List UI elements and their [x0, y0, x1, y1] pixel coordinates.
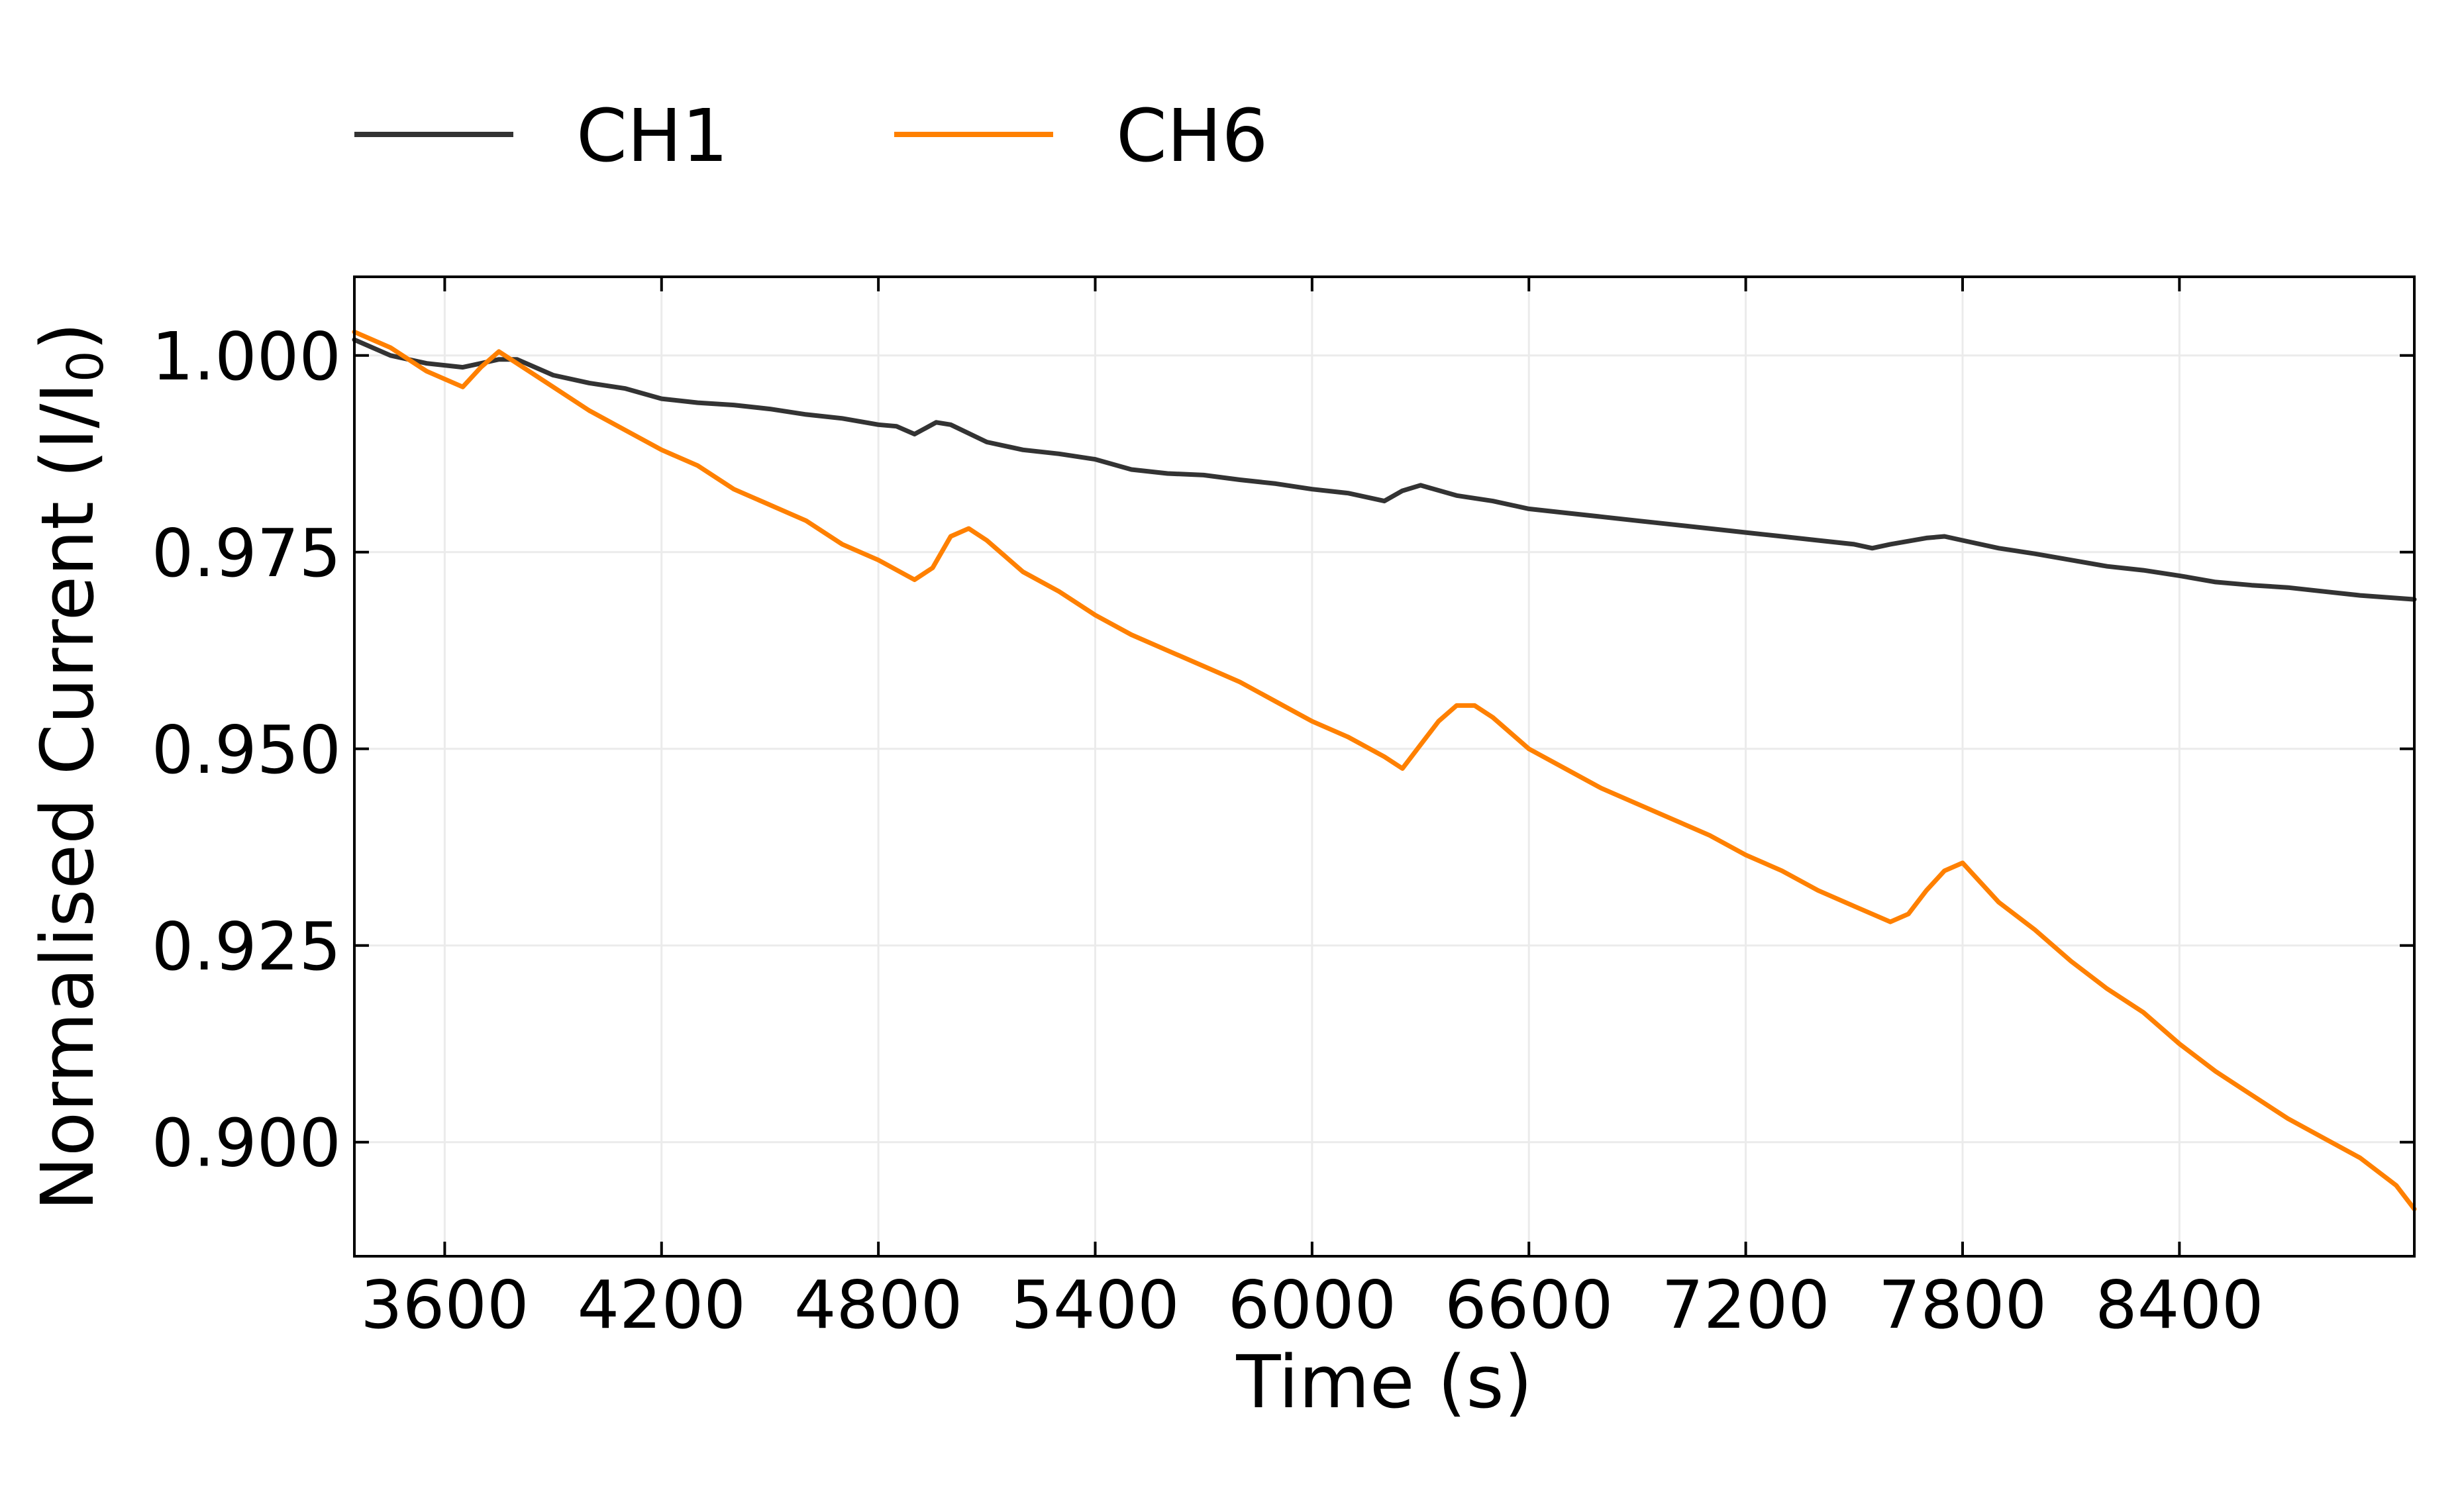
x-tick-label: 6000 — [1228, 1266, 1397, 1344]
x-tick-label: 7200 — [1661, 1266, 1830, 1344]
legend-label-ch1: CH1 — [576, 93, 729, 178]
x-tick-labels: 3600 4200 4800 5400 6000 6600 7200 7800 8400 — [360, 1266, 2263, 1344]
y-axis-title-subscript: 0 — [56, 350, 115, 382]
legend: CH1 CH6 — [354, 93, 1268, 178]
plot-frame — [353, 275, 2416, 1258]
y-tick-label: 0.925 — [152, 908, 341, 985]
x-axis-title: Time (s) — [1235, 1340, 1532, 1424]
series-line-ch6 — [352, 329, 2417, 1212]
x-tick-label: 5400 — [1011, 1266, 1180, 1344]
y-tick-label: 1.000 — [152, 318, 341, 395]
tick-marks — [354, 277, 2414, 1256]
x-tick-label: 7800 — [1878, 1266, 2047, 1344]
x-tick-label: 4200 — [578, 1266, 746, 1344]
y-axis-title-close: ) — [25, 323, 110, 351]
y-axis-title-main: Normalised Current (I/I — [25, 382, 110, 1211]
series-line-ch1 — [352, 337, 2417, 602]
grid — [354, 277, 2414, 1256]
y-tick-label: 0.900 — [152, 1105, 341, 1182]
x-tick-label: 6600 — [1445, 1266, 1614, 1344]
y-tick-label: 0.975 — [152, 515, 341, 592]
series-lines — [352, 329, 2417, 1212]
y-tick-label: 0.950 — [152, 711, 341, 789]
y-tick-labels: 0.900 0.925 0.950 0.975 1.000 — [152, 318, 341, 1182]
legend-label-ch6: CH6 — [1116, 93, 1268, 178]
y-axis-title: Normalised Current (I/I0) — [25, 323, 115, 1211]
x-tick-label: 3600 — [360, 1266, 529, 1344]
x-tick-label: 8400 — [2095, 1266, 2264, 1344]
x-tick-label: 4800 — [794, 1266, 963, 1344]
